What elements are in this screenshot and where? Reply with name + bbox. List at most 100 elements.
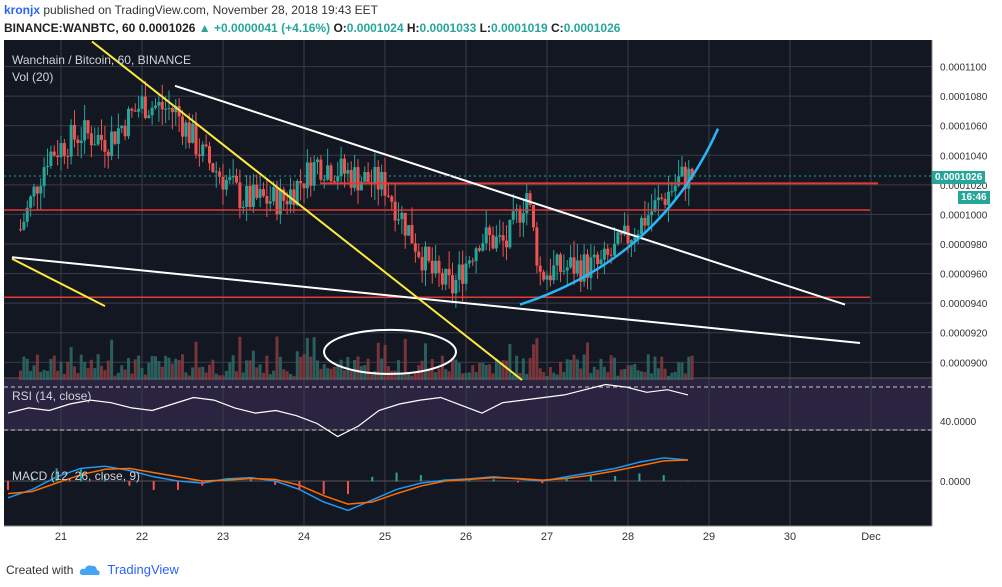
price-tick-label: 0.0001060 [940,122,988,133]
upper-trendline [174,84,846,306]
candle-body [22,221,26,230]
high-value: 0.0001033 [419,21,477,35]
candle-body [572,257,576,274]
rsi-tick-label: 40.0000 [940,417,977,428]
candle-body [353,167,357,188]
volume-bar [258,364,262,380]
candle-body [309,162,313,186]
volume-bar [565,359,569,380]
volume-bar [42,369,46,380]
candle-body [143,96,147,119]
price-tick-label: 0.0000980 [940,240,988,251]
candle-body [646,215,650,226]
volume-bar [633,364,637,380]
volume-bar [623,369,627,380]
volume-bar [211,359,215,380]
volume-bar [120,365,124,380]
candle-body [444,268,448,285]
candle-body [518,208,522,223]
volume-bar [356,356,360,380]
candle-body [339,158,343,177]
volume-bar [292,375,296,380]
candle-body [440,272,444,285]
candles [19,80,694,308]
volume-bar [316,360,319,380]
macd-histogram-bar [541,481,544,484]
candle-body [255,184,259,198]
candle-body [609,254,613,256]
candle-body [272,187,276,202]
candle-body [532,205,535,228]
candle-body [467,260,471,264]
volume-bar [282,369,286,380]
volume-bar [19,370,22,380]
macd-histogram-bar [419,475,422,482]
candle-body [262,189,265,197]
volume-bar [194,341,198,380]
volume-bar [208,364,211,380]
price-tick-label: 0.0000900 [940,358,988,369]
candle-body [116,128,120,144]
volume-bar [690,355,694,380]
volume-bar [407,371,411,380]
macd-histogram-bar [687,481,689,482]
candle-body [424,246,427,271]
candle-body [559,254,562,272]
trading-chart[interactable]: 40.0000 0.0000 0.0001100 0.0001080 0.00010… [0,40,1002,552]
candle-body [52,151,56,156]
volume-bar [299,356,303,380]
macd-histogram-bar [31,476,34,482]
candle-body [100,134,103,141]
volume-bar [184,372,188,380]
volume-bar [586,342,589,380]
volume-bar [22,356,26,380]
price-axis[interactable]: 0.0001100 0.0001080 0.0001060 0.0001040 0.00… [931,40,988,526]
volume-bar [170,363,174,380]
candle-body [670,191,674,193]
volume-bar [545,375,549,380]
volume-bar [52,355,56,380]
candle-body [640,217,643,235]
author-link[interactable]: kronjx [4,3,41,17]
tradingview-link[interactable]: TradingView [107,562,179,577]
candle-body [602,248,606,260]
volume-bar [521,358,525,380]
candle-body [582,254,586,282]
price-tick-label: 0.0000940 [940,299,988,310]
macd-histogram-bar [322,481,325,495]
candle-body [29,196,33,208]
candle-body [305,162,309,189]
volume-bar [133,359,137,380]
candle-body [488,227,492,236]
candle-body [49,151,53,167]
candle-body [677,176,681,186]
volume-bar [86,368,90,380]
volume-bar [575,359,579,380]
created-with-text: Created with [6,562,74,577]
candle-body [474,248,478,261]
volume-bar [626,365,630,380]
volume-bar [667,375,670,380]
candle-body [32,186,36,197]
candle-body [275,187,279,215]
time-axis[interactable]: 21 22 23 24 25 26 27 28 29 30 Dec [4,525,932,543]
volume-bar [93,368,97,380]
candle-body [629,240,633,244]
volume-bar [167,357,171,380]
volume-bar [680,362,684,380]
macd-histogram-bar [492,479,495,482]
plot-area[interactable] [4,40,932,526]
volume-bar [130,373,134,380]
volume-bar [508,343,512,380]
volume-bar [569,359,573,380]
candle-body [552,265,556,281]
volume-bar [532,344,535,380]
candle-body [613,243,616,256]
candle-body [76,139,80,144]
candle-body [673,185,677,192]
volume-bar [606,372,610,380]
candle-body [380,171,384,190]
volume-bar [309,356,313,380]
volume-bar [248,360,252,380]
candle-body [589,257,593,278]
